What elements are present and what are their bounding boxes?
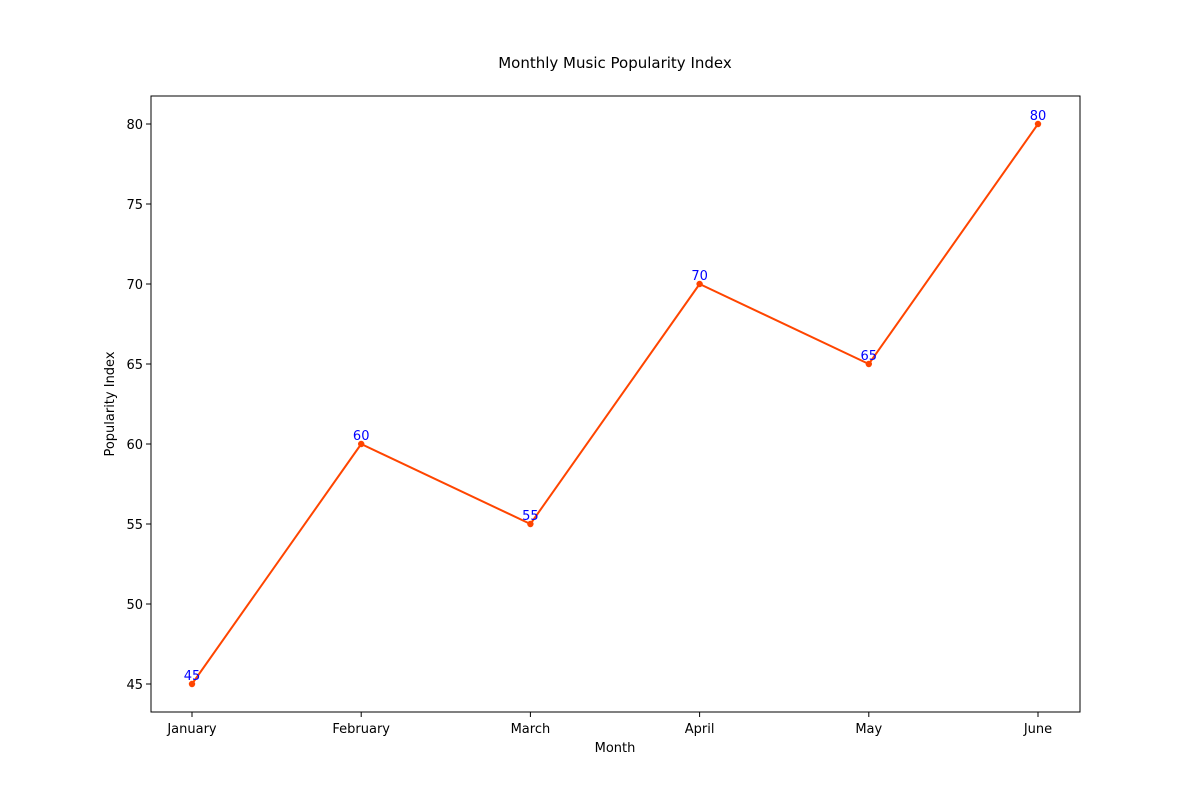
y-tick-label: 45: [126, 678, 143, 693]
y-tick-label: 70: [126, 278, 143, 293]
y-tick-label: 55: [126, 518, 143, 533]
x-tick-label: March: [511, 722, 551, 737]
x-tick-label: May: [855, 722, 882, 737]
plot-area-frame: [150, 95, 1081, 713]
x-tick-label: April: [685, 722, 715, 737]
x-tick-label: June: [1023, 722, 1052, 737]
data-label: 70: [691, 269, 708, 284]
data-point: [527, 520, 534, 528]
y-tick-label: 65: [126, 358, 143, 373]
x-tick-label: February: [332, 722, 390, 737]
y-tick-label: 80: [126, 118, 143, 133]
data-point: [1034, 120, 1042, 128]
data-label: 80: [1030, 109, 1047, 124]
y-tick-label: 75: [126, 198, 143, 213]
data-point: [865, 360, 872, 368]
data-label: 55: [522, 509, 539, 524]
data-label: 65: [861, 349, 878, 364]
y-axis: 45 50 55 60 65 70 75 80: [126, 118, 151, 693]
y-tick-label: 50: [126, 598, 143, 613]
data-label: 60: [353, 429, 370, 444]
x-tick-label: January: [166, 722, 217, 737]
x-axis-title: Month: [595, 741, 636, 756]
data-point: [358, 440, 365, 448]
series-line: [191, 123, 1039, 685]
chart-title: Monthly Music Popularity Index: [498, 54, 732, 72]
data-label: 45: [184, 669, 201, 684]
x-axis: January February March April May June: [166, 712, 1052, 737]
y-tick-label: 60: [126, 438, 143, 453]
data-point: [696, 280, 703, 288]
y-axis-title: Popularity Index: [103, 351, 118, 456]
data-point: [188, 680, 196, 688]
series-layer: 45 60 55 70 65 80: [184, 109, 1047, 688]
